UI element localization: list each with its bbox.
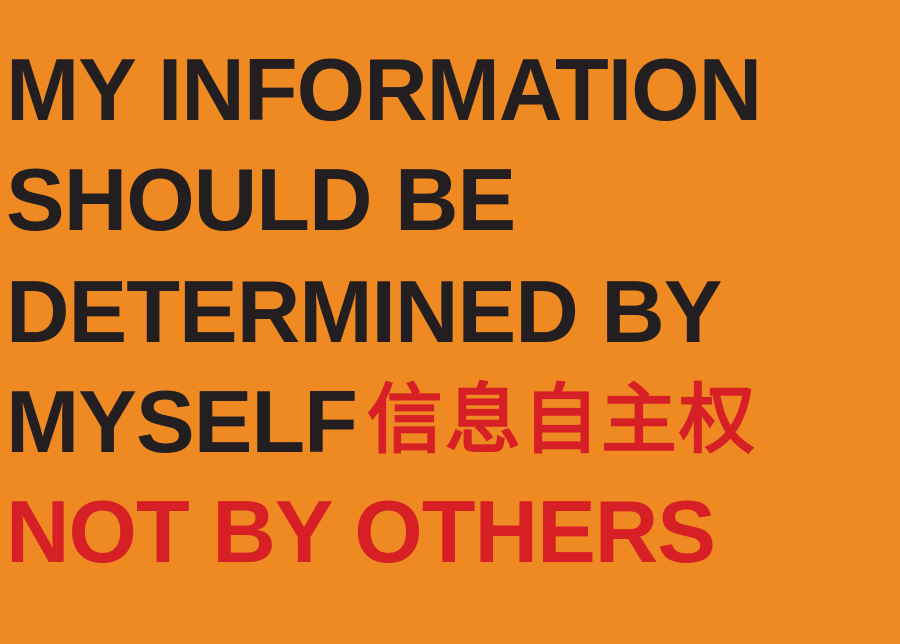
- headline-line-4: MYSELF 信息自主权: [6, 372, 757, 476]
- headline-line-5: NOT BY OTHERS: [6, 482, 716, 581]
- chinese-text: 信息自主权: [366, 375, 757, 464]
- headline-line-3: DETERMINED BY: [6, 262, 722, 361]
- headline-line-2: SHOULD BE: [6, 150, 516, 249]
- headline-line-1: MY INFORMATION: [6, 40, 762, 139]
- headline-line-4-text: MYSELF: [6, 372, 358, 471]
